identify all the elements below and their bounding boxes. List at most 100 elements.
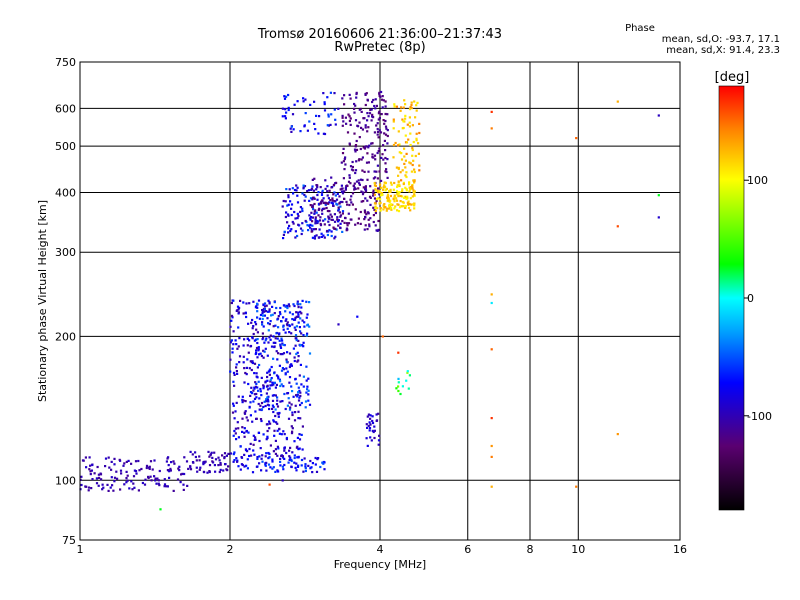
- data-point: [278, 333, 281, 336]
- data-point: [245, 366, 248, 369]
- data-point: [252, 300, 255, 303]
- data-point: [297, 355, 300, 358]
- data-point: [229, 358, 232, 361]
- data-point: [254, 321, 257, 324]
- data-point: [575, 137, 578, 140]
- data-point: [256, 316, 259, 319]
- data-point: [260, 401, 264, 405]
- data-point: [306, 332, 309, 335]
- data-point: [271, 458, 274, 461]
- data-point: [411, 195, 414, 198]
- data-point: [408, 183, 411, 186]
- data-point: [657, 194, 660, 197]
- data-point: [344, 188, 347, 191]
- data-point: [165, 485, 168, 488]
- data-point: [304, 219, 307, 223]
- data-point: [93, 472, 96, 475]
- data-point: [300, 458, 304, 462]
- data-point: [413, 179, 416, 182]
- data-point: [279, 457, 282, 460]
- data-point: [298, 326, 301, 329]
- data-point: [379, 183, 382, 186]
- data-point: [178, 465, 181, 468]
- data-point: [318, 207, 321, 210]
- data-point: [377, 187, 380, 190]
- data-point: [413, 100, 416, 103]
- data-point: [189, 450, 192, 453]
- data-point: [253, 393, 256, 396]
- data-point: [290, 130, 293, 133]
- data-point: [305, 391, 308, 394]
- data-point: [341, 97, 344, 100]
- data-point: [297, 410, 300, 413]
- data-point: [369, 108, 372, 112]
- data-point: [373, 131, 376, 134]
- data-point: [376, 191, 380, 194]
- data-point: [402, 120, 405, 123]
- data-point: [326, 229, 329, 233]
- data-point: [328, 201, 331, 204]
- data-point: [353, 107, 356, 110]
- data-point: [383, 203, 386, 206]
- data-point: [282, 237, 285, 240]
- data-point: [294, 411, 297, 414]
- data-point: [284, 108, 287, 111]
- data-point: [199, 466, 202, 469]
- plot-frame: [79, 61, 681, 541]
- data-point: [239, 468, 242, 471]
- data-point: [395, 166, 398, 169]
- data-point: [269, 444, 272, 447]
- data-point: [253, 387, 256, 390]
- data-point: [408, 116, 411, 119]
- data-point: [194, 455, 197, 459]
- data-point: [99, 473, 103, 476]
- data-point: [275, 421, 278, 424]
- data-point: [252, 400, 255, 403]
- data-point: [217, 456, 220, 459]
- data-point: [268, 323, 271, 326]
- data-point: [345, 122, 348, 125]
- data-point: [187, 467, 190, 470]
- data-point: [306, 129, 309, 132]
- data-point: [302, 341, 305, 344]
- data-point: [392, 143, 396, 147]
- data-point: [333, 237, 336, 240]
- data-point: [247, 382, 250, 386]
- data-point: [272, 383, 275, 386]
- data-point: [237, 326, 240, 329]
- data-point: [133, 469, 136, 472]
- data-point: [232, 453, 235, 456]
- data-point: [289, 406, 292, 409]
- data-point: [272, 410, 275, 414]
- data-point: [286, 221, 289, 224]
- data-point: [182, 483, 185, 486]
- data-point: [354, 208, 357, 211]
- data-point: [368, 144, 371, 147]
- data-point: [372, 98, 375, 102]
- data-point: [204, 460, 207, 463]
- data-point: [283, 463, 286, 467]
- data-point: [412, 159, 415, 162]
- data-point: [376, 133, 379, 136]
- data-point: [322, 234, 325, 237]
- data-point: [280, 320, 283, 323]
- data-point: [280, 337, 283, 340]
- data-point: [254, 385, 257, 388]
- data-point: [274, 337, 277, 340]
- data-point: [255, 346, 259, 350]
- data-point: [145, 466, 148, 470]
- data-point: [366, 98, 369, 101]
- data-point: [398, 206, 402, 209]
- data-point: [345, 200, 348, 203]
- data-point: [237, 308, 240, 311]
- data-point: [158, 469, 161, 473]
- data-point: [365, 213, 368, 216]
- data-point: [244, 410, 247, 413]
- data-point: [337, 224, 340, 227]
- data-point: [251, 360, 254, 363]
- data-point: [271, 305, 274, 308]
- data-point: [363, 218, 366, 221]
- data-point: [301, 207, 304, 210]
- data-point: [373, 193, 376, 196]
